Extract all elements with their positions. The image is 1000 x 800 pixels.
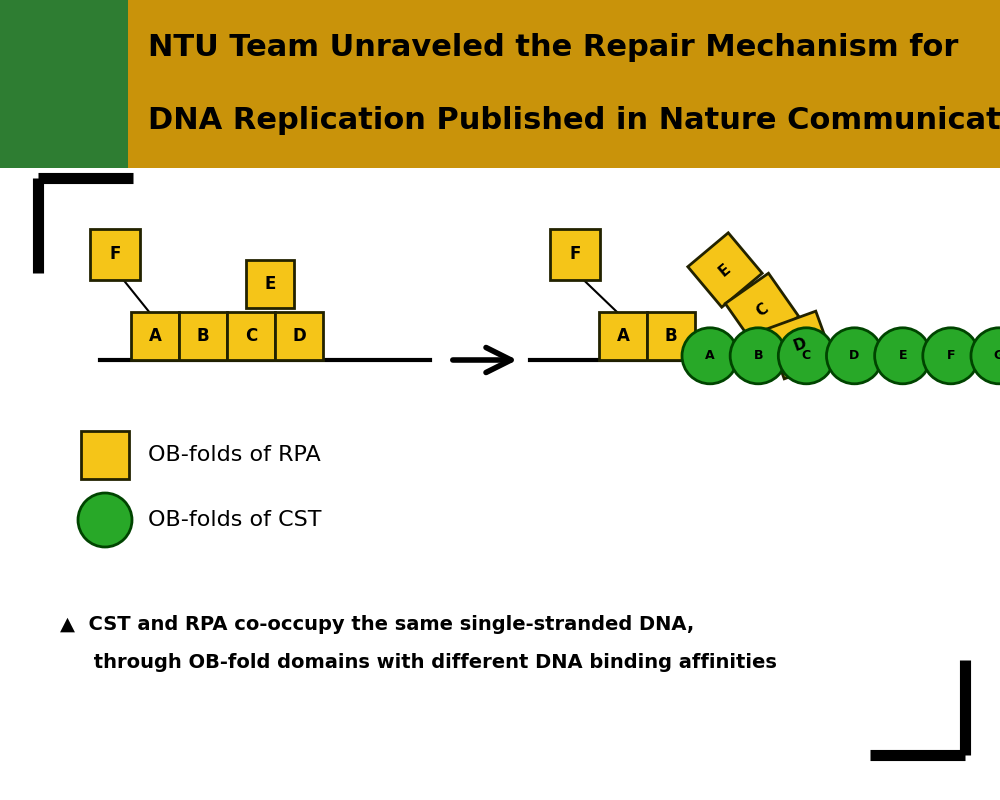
Polygon shape	[725, 274, 799, 346]
FancyBboxPatch shape	[81, 431, 129, 479]
Text: A: A	[149, 327, 161, 345]
Text: A: A	[617, 327, 629, 345]
Bar	[0, 0, 128, 168]
Text: ▲  CST and RPA co-occupy the same single-stranded DNA,: ▲ CST and RPA co-occupy the same single-…	[60, 615, 694, 634]
Circle shape	[682, 328, 738, 384]
Text: through OB-fold domains with different DNA binding affinities: through OB-fold domains with different D…	[60, 653, 777, 671]
Circle shape	[923, 328, 979, 384]
Text: E: E	[716, 261, 734, 279]
Text: NTU Team Unraveled the Repair Mechanism for: NTU Team Unraveled the Repair Mechanism …	[148, 33, 958, 62]
FancyBboxPatch shape	[647, 312, 695, 360]
Polygon shape	[766, 311, 834, 379]
Text: D: D	[792, 336, 808, 354]
Circle shape	[778, 328, 834, 384]
Text: F: F	[947, 350, 955, 362]
Circle shape	[875, 328, 931, 384]
FancyBboxPatch shape	[246, 260, 294, 308]
Text: B: B	[753, 350, 763, 362]
Circle shape	[971, 328, 1000, 384]
Circle shape	[730, 328, 786, 384]
FancyBboxPatch shape	[550, 230, 600, 280]
Text: DNA Replication Published in Nature Communications: DNA Replication Published in Nature Comm…	[148, 106, 1000, 135]
Bar	[0, 0, 1000, 168]
Text: B: B	[665, 327, 677, 345]
Text: F: F	[109, 246, 121, 263]
Text: E: E	[264, 275, 276, 293]
FancyBboxPatch shape	[179, 312, 227, 360]
Text: G: G	[994, 350, 1000, 362]
FancyBboxPatch shape	[90, 230, 140, 280]
Circle shape	[78, 493, 132, 547]
Text: E: E	[898, 350, 907, 362]
FancyBboxPatch shape	[131, 312, 179, 360]
Text: D: D	[849, 350, 860, 362]
Text: OB-folds of CST: OB-folds of CST	[148, 510, 322, 530]
Text: F: F	[569, 246, 581, 263]
Text: C: C	[245, 327, 257, 345]
Text: D: D	[292, 327, 306, 345]
Text: C: C	[802, 350, 811, 362]
Polygon shape	[688, 233, 762, 307]
Text: A: A	[705, 350, 715, 362]
FancyBboxPatch shape	[599, 312, 647, 360]
Text: B: B	[197, 327, 209, 345]
FancyBboxPatch shape	[275, 312, 323, 360]
Text: OB-folds of RPA: OB-folds of RPA	[148, 445, 321, 465]
Text: C: C	[753, 301, 771, 319]
FancyBboxPatch shape	[227, 312, 275, 360]
Circle shape	[826, 328, 882, 384]
